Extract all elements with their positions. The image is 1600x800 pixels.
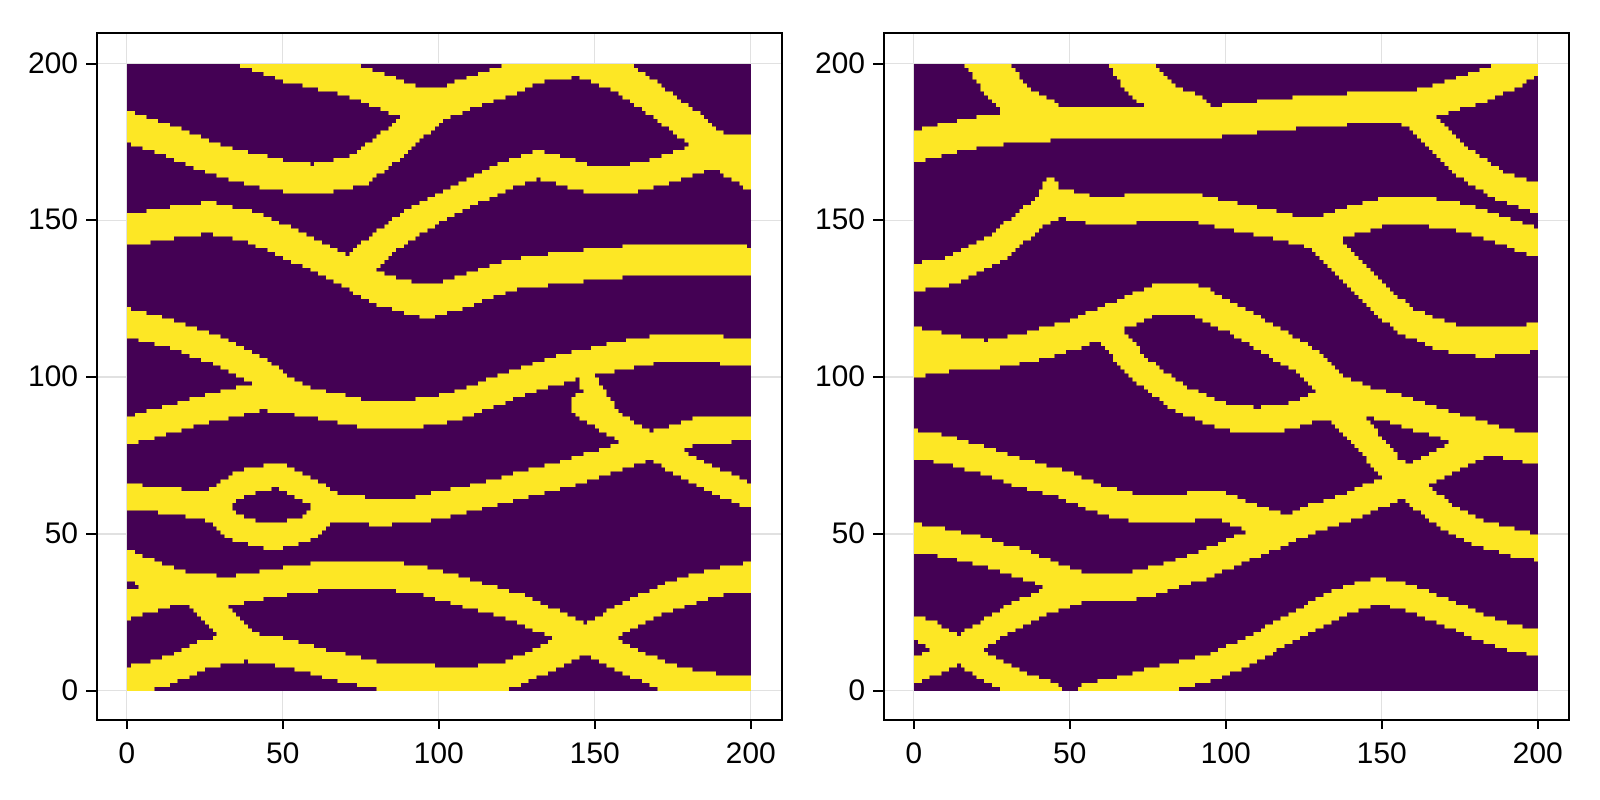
x-tick-label: 100 [1200,737,1251,770]
y-tick-label: 50 [831,516,865,550]
y-tick-label: 150 [814,203,865,237]
y-tick [86,376,96,379]
y-tick [873,532,883,535]
x-tick-label: 0 [118,737,136,770]
y-tick-label: 0 [848,673,865,707]
y-tick-label: 0 [61,673,78,707]
x-tick [593,719,596,729]
y-gridline [98,689,781,692]
y-tick [873,376,883,379]
y-tick-label: 150 [27,203,78,237]
x-tick [1068,719,1071,729]
y-tick [86,532,96,535]
y-tick [86,689,96,692]
x-tick [912,719,915,729]
x-tick-label: 150 [1356,737,1407,770]
x-tick-label: 150 [569,737,620,770]
x-tick [749,719,752,729]
x-tick-label: 50 [1053,737,1087,770]
x-tick-label: 200 [1512,737,1563,770]
y-gridline [885,689,1568,692]
x-tick [281,719,284,729]
y-tick-label: 100 [814,360,865,394]
x-tick [1536,719,1539,729]
y-tick [86,62,96,65]
x-tick-label: 0 [905,737,923,770]
y-tick-label: 50 [44,516,78,550]
y-tick [873,219,883,222]
x-tick [1224,719,1227,729]
y-tick [873,689,883,692]
y-tick-label: 200 [27,46,78,80]
axis-panel-left: 0 200 50 150 100 100 150 50 200 0 [28,32,783,770]
y-tick [873,62,883,65]
x-tick [125,719,128,729]
axis-panel-right: 0 200 50 150 100 100 150 50 200 0 [815,32,1570,770]
x-tick-label: 200 [725,737,776,770]
x-tick [437,719,440,729]
x-tick-label: 50 [266,737,300,770]
heatmap-right [913,63,1538,691]
x-tick-label: 100 [413,737,464,770]
y-tick-label: 200 [814,46,865,80]
y-tick [86,219,96,222]
heatmap-left [126,63,751,691]
y-tick-label: 100 [27,360,78,394]
x-tick [1380,719,1383,729]
